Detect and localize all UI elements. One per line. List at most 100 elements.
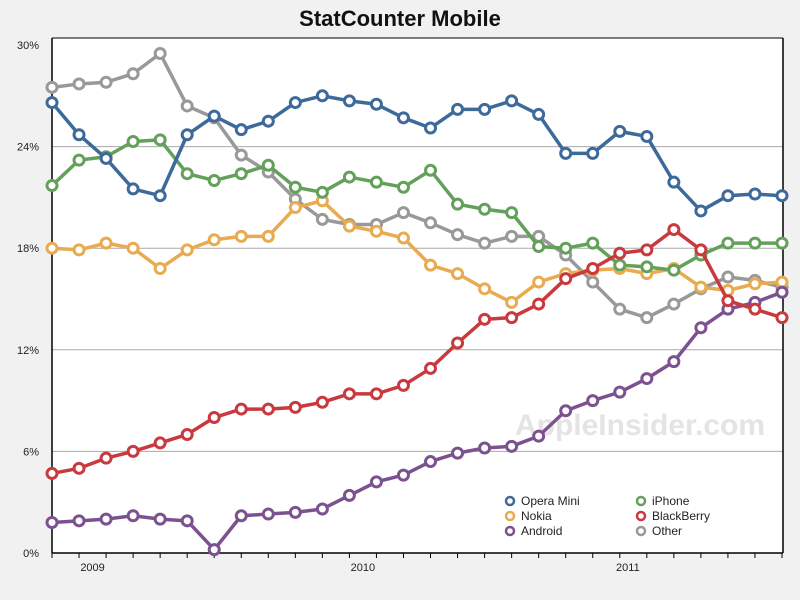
data-point-iphone: [775, 236, 789, 250]
data-point-iphone: [613, 258, 627, 272]
data-point-android: [72, 514, 86, 528]
data-point-nokia: [45, 241, 59, 255]
data-point-other: [153, 46, 167, 60]
data-point-blackberry: [667, 223, 681, 237]
data-point-other: [126, 67, 140, 81]
data-point-other: [451, 228, 465, 242]
data-point-blackberry: [478, 312, 492, 326]
data-point-opera-mini: [207, 109, 221, 123]
data-point-nokia: [261, 229, 275, 243]
data-point-nokia: [396, 231, 410, 245]
data-point-android: [126, 509, 140, 523]
data-point-nokia: [153, 262, 167, 276]
data-point-opera-mini: [613, 124, 627, 138]
data-point-opera-mini: [45, 96, 59, 110]
data-point-opera-mini: [667, 175, 681, 189]
legend-label-nokia: Nokia: [521, 509, 552, 523]
data-point-opera-mini: [288, 96, 302, 110]
y-tick-label: 12%: [17, 345, 39, 357]
series-line-android: [51, 290, 783, 552]
data-point-other: [586, 275, 600, 289]
data-point-android: [99, 512, 113, 526]
data-point-iphone: [559, 241, 573, 255]
data-point-android: [315, 502, 329, 516]
legend-label-blackberry: BlackBerry: [652, 509, 710, 523]
data-point-blackberry: [180, 427, 194, 441]
data-point-android: [478, 441, 492, 455]
data-point-android: [207, 543, 221, 557]
data-point-blackberry: [342, 387, 356, 401]
data-point-nokia: [234, 229, 248, 243]
y-tick-label: 24%: [17, 142, 39, 154]
data-point-opera-mini: [99, 151, 113, 165]
y-tick-label: 6%: [23, 446, 39, 458]
data-point-blackberry: [261, 402, 275, 416]
data-point-opera-mini: [748, 187, 762, 201]
data-point-iphone: [721, 236, 735, 250]
data-point-iphone: [532, 240, 546, 254]
legend-label-android: Android: [521, 524, 562, 538]
data-point-blackberry: [153, 436, 167, 450]
data-point-iphone: [369, 175, 383, 189]
data-point-blackberry: [613, 246, 627, 260]
data-point-nokia: [72, 243, 86, 257]
data-point-opera-mini: [694, 204, 708, 218]
data-point-opera-mini: [234, 123, 248, 137]
x-tick-label: 2009: [80, 562, 104, 574]
data-point-blackberry: [640, 243, 654, 257]
data-point-opera-mini: [451, 102, 465, 116]
series-line-opera-mini: [50, 94, 783, 213]
data-point-iphone: [153, 133, 167, 147]
data-point-blackberry: [369, 387, 383, 401]
data-point-opera-mini: [586, 146, 600, 160]
data-point-android: [180, 514, 194, 528]
data-point-blackberry: [126, 444, 140, 458]
data-point-nokia: [532, 275, 546, 289]
data-point-other: [396, 206, 410, 220]
data-point-iphone: [315, 185, 329, 199]
data-point-android: [261, 507, 275, 521]
data-point-blackberry: [775, 311, 789, 325]
data-point-android: [667, 355, 681, 369]
data-point-iphone: [261, 158, 275, 172]
data-point-blackberry: [559, 272, 573, 286]
data-point-iphone: [207, 173, 221, 187]
plot-area: [52, 38, 783, 553]
data-point-iphone: [451, 197, 465, 211]
data-point-nokia: [505, 295, 519, 309]
data-point-iphone: [396, 180, 410, 194]
data-point-blackberry: [721, 294, 735, 308]
data-point-iphone: [45, 179, 59, 193]
watermark: AppleInsider.com: [515, 409, 765, 442]
data-point-blackberry: [315, 395, 329, 409]
data-point-blackberry: [72, 461, 86, 475]
data-point-other: [505, 229, 519, 243]
data-point-opera-mini: [342, 94, 356, 108]
data-point-opera-mini: [775, 189, 789, 203]
data-point-android: [342, 488, 356, 502]
data-point-iphone: [234, 167, 248, 181]
data-point-iphone: [505, 206, 519, 220]
data-point-other: [721, 270, 735, 284]
data-point-blackberry: [424, 361, 438, 375]
series-line-blackberry: [51, 227, 783, 476]
data-point-nokia: [424, 258, 438, 272]
legend-marker-nokia: [504, 510, 516, 522]
data-point-other: [613, 302, 627, 316]
legend-marker-opera-mini: [504, 495, 516, 507]
data-point-android: [532, 429, 546, 443]
data-point-iphone: [667, 263, 681, 277]
data-point-iphone: [586, 236, 600, 250]
data-point-other: [72, 77, 86, 91]
data-point-iphone: [180, 167, 194, 181]
data-point-opera-mini: [559, 146, 573, 160]
y-tick-label: 18%: [17, 243, 39, 255]
legend-marker-iphone: [635, 495, 647, 507]
y-tick-label: 0%: [23, 548, 39, 560]
data-point-android: [153, 512, 167, 526]
data-point-nokia: [775, 275, 789, 289]
series-line-other: [51, 51, 783, 320]
data-point-android: [586, 394, 600, 408]
data-point-other: [99, 75, 113, 89]
data-point-iphone: [72, 153, 86, 167]
